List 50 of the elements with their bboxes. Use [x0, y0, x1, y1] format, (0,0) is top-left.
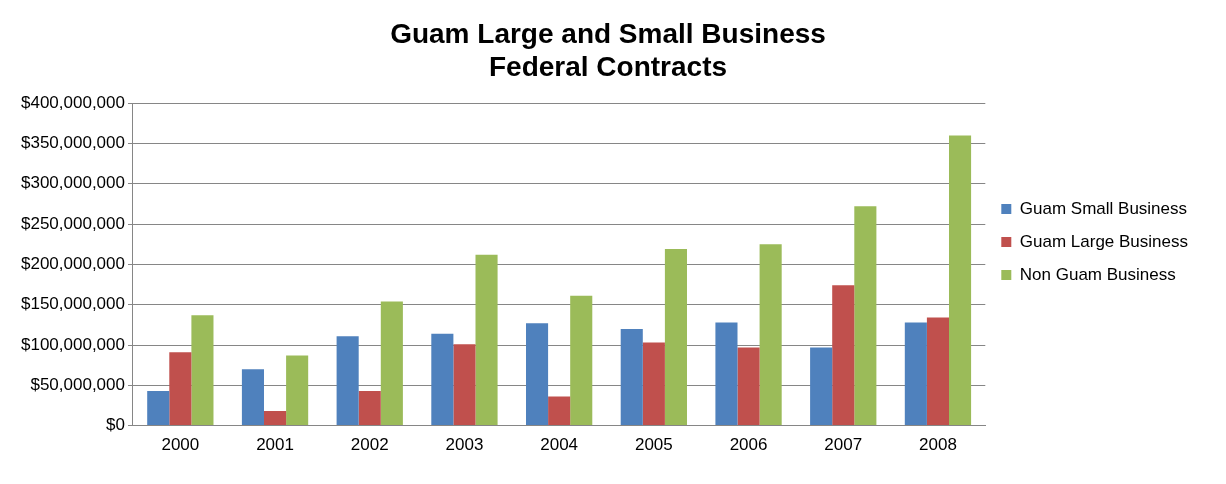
bar [737, 347, 760, 426]
bar [904, 322, 927, 426]
bar [475, 254, 498, 426]
bar [642, 342, 665, 426]
bar [431, 333, 454, 426]
legend-label: Guam Small Business [1019, 198, 1188, 218]
bar [949, 135, 972, 426]
bar [620, 328, 643, 426]
bar [191, 315, 214, 426]
y-tick-label: $250,000,000 [20, 213, 125, 233]
bar [548, 396, 571, 426]
legend-label: Non Guam Business [1019, 264, 1176, 284]
legend-label: Guam Large Business [1019, 231, 1188, 251]
y-tick-label: $300,000,000 [20, 173, 125, 193]
bar [526, 323, 549, 426]
x-tick-label: 2007 [824, 435, 863, 455]
x-tick-label: 2000 [161, 435, 200, 455]
bar [336, 336, 359, 426]
bar [715, 322, 738, 426]
y-tick-label: $0 [106, 415, 125, 435]
bar [358, 390, 381, 426]
bar [810, 347, 833, 426]
bar [453, 344, 476, 426]
bar [241, 369, 264, 426]
y-tick-label: $200,000,000 [20, 254, 125, 274]
x-tick-label: 2002 [350, 435, 389, 455]
y-tick-label: $100,000,000 [20, 334, 125, 354]
bar [854, 206, 877, 426]
bar [147, 390, 170, 426]
y-tick-label: $50,000,000 [30, 374, 125, 394]
text: Federal Contracts [488, 51, 728, 83]
bar [264, 411, 287, 426]
x-tick-label: 2004 [540, 435, 579, 455]
y-tick-label: $150,000,000 [20, 294, 125, 314]
bar [926, 317, 949, 426]
bar [570, 295, 593, 426]
y-tick-label: $350,000,000 [20, 133, 125, 153]
x-tick-label: 2003 [445, 435, 484, 455]
bar [380, 301, 403, 426]
bar [664, 249, 687, 426]
y-tick-label: $400,000,000 [20, 92, 125, 112]
bar [759, 244, 782, 426]
x-tick-label: 2008 [919, 435, 957, 455]
bar [169, 352, 192, 426]
x-tick-label: 2001 [256, 435, 294, 455]
bar [832, 285, 855, 426]
bar [286, 355, 309, 426]
x-tick-label: 2005 [634, 435, 673, 455]
text: Guam Large and Small Business [390, 17, 826, 49]
x-tick-label: 2006 [729, 435, 768, 455]
